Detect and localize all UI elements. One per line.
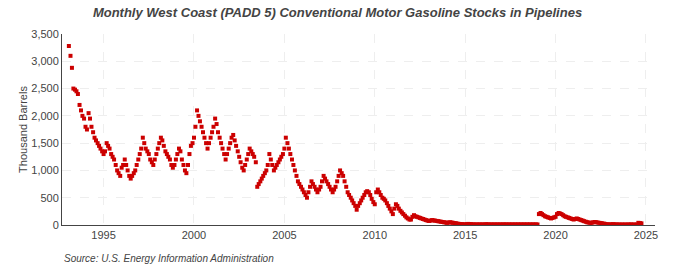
svg-text:1,500: 1,500 (31, 137, 59, 149)
svg-text:500: 500 (40, 192, 58, 204)
svg-text:2025: 2025 (634, 229, 658, 241)
svg-text:2,500: 2,500 (31, 82, 59, 94)
svg-text:Monthly West Coast (PADD 5) Co: Monthly West Coast (PADD 5) Conventional… (93, 5, 582, 20)
svg-text:3,500: 3,500 (31, 28, 59, 40)
svg-text:Source: U.S. Energy Informatio: Source: U.S. Energy Information Administ… (64, 253, 274, 264)
svg-text:0: 0 (53, 219, 59, 231)
svg-text:Thousand Barrels: Thousand Barrels (17, 86, 29, 173)
svg-text:1,000: 1,000 (31, 164, 59, 176)
svg-text:2000: 2000 (182, 229, 206, 241)
svg-text:2005: 2005 (272, 229, 296, 241)
svg-text:2010: 2010 (363, 229, 387, 241)
svg-text:1995: 1995 (91, 229, 115, 241)
svg-text:2,000: 2,000 (31, 110, 59, 122)
svg-text:3,000: 3,000 (31, 55, 59, 67)
svg-text:2020: 2020 (543, 229, 567, 241)
svg-text:2015: 2015 (453, 229, 477, 241)
